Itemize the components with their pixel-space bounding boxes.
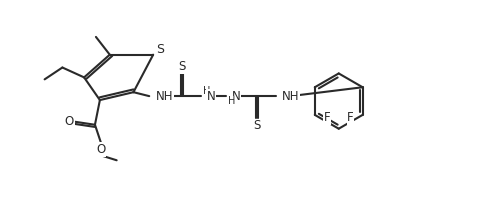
Text: O: O: [96, 143, 106, 156]
Text: S: S: [156, 43, 164, 56]
Text: F: F: [324, 111, 330, 124]
Text: NH: NH: [282, 90, 299, 103]
Text: F: F: [347, 111, 354, 124]
Text: S: S: [253, 119, 260, 132]
Text: H: H: [203, 86, 210, 96]
Text: N: N: [207, 90, 215, 103]
Text: O: O: [65, 115, 74, 128]
Text: S: S: [178, 60, 185, 73]
Text: NH: NH: [156, 90, 174, 103]
Text: H: H: [228, 96, 236, 106]
Text: N: N: [232, 90, 241, 103]
